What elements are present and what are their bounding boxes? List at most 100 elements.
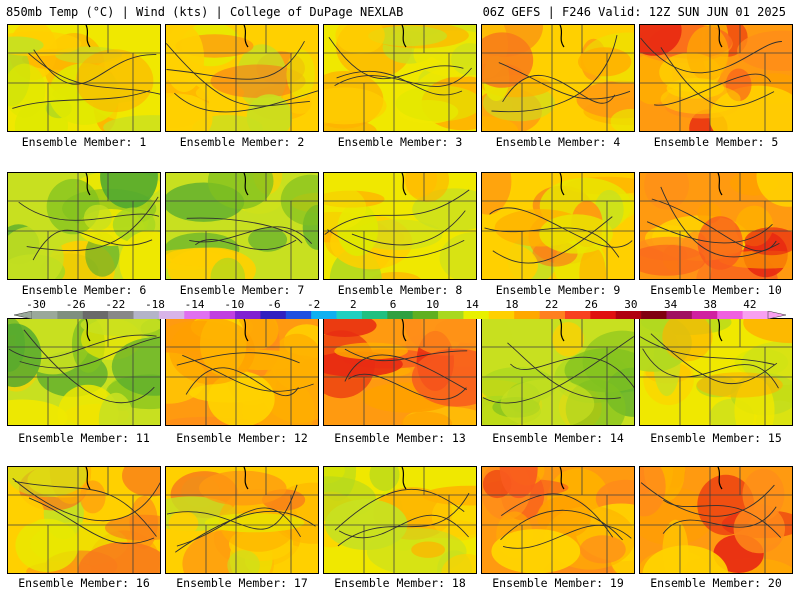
colorbar-tick-label: 26	[584, 298, 598, 311]
colorbar-tick-label: -22	[105, 298, 126, 311]
colorbar-tick-label: -10	[224, 298, 245, 311]
ensemble-panel	[165, 466, 319, 574]
temperature-field-map	[8, 25, 160, 131]
colorbar-tick-label: -18	[145, 298, 165, 311]
ensemble-member-label: Ensemble Member: 19	[492, 576, 624, 590]
colorbar-segment	[463, 311, 490, 319]
colorbar-tick-label: -26	[65, 298, 86, 311]
colorbar-tick-label: 22	[544, 298, 559, 311]
colorbar-segment	[717, 311, 743, 319]
temperature-field-map	[640, 173, 792, 279]
temperature-field-map	[482, 319, 634, 425]
temperature-field-map	[324, 467, 476, 573]
colorbar-segment	[336, 311, 363, 319]
ensemble-member-label: Ensemble Member: 7	[179, 283, 305, 297]
temperature-colorbar: -30 -26 -22 -18 -14 -10 -6 -2 2 6 10 14 18 22 26 30 34 38…	[14, 298, 786, 320]
colorbar-segment	[514, 311, 540, 319]
colorbar-tick-label: 42	[743, 298, 757, 311]
colorbar-tick-label: 2	[349, 298, 357, 311]
ensemble-member-label: Ensemble Member: 15	[650, 431, 782, 445]
ensemble-member-label: Ensemble Member: 18	[334, 576, 466, 590]
temperature-field-map	[166, 467, 318, 573]
ensemble-member-label: Ensemble Member: 6	[21, 283, 147, 297]
colorbar-segment	[361, 311, 388, 319]
temperature-field-map	[324, 173, 476, 279]
temperature-field-map	[482, 25, 634, 131]
colorbar-segment	[387, 311, 413, 319]
ensemble-panel	[639, 318, 793, 426]
temperature-field-map	[482, 467, 634, 573]
ensemble-member-label: Ensemble Member: 13	[334, 431, 466, 445]
colorbar-tick-label: 14	[465, 298, 479, 311]
colorbar-segment	[184, 311, 210, 319]
colorbar-tick-label: 30	[624, 298, 638, 311]
colorbar-segment	[691, 311, 718, 319]
colorbar-segment	[438, 311, 464, 319]
ensemble-panel	[323, 24, 477, 132]
ensemble-member-label: Ensemble Member: 4	[495, 135, 621, 149]
colorbar-segment	[133, 311, 160, 319]
ensemble-panel	[7, 318, 161, 426]
colorbar-segment	[57, 311, 84, 319]
ensemble-member-label: Ensemble Member: 11	[18, 431, 150, 445]
temperature-field-map	[640, 25, 792, 131]
colorbar-segment	[412, 311, 439, 319]
colorbar-segment	[82, 311, 109, 319]
ensemble-panel	[7, 24, 161, 132]
temperature-field-map	[8, 173, 160, 279]
ensemble-member-label: Ensemble Member: 9	[495, 283, 621, 297]
colorbar-min-arrow	[14, 311, 33, 319]
colorbar-max-arrow	[767, 311, 786, 319]
ensemble-panel	[639, 172, 793, 280]
temperature-field-map	[640, 467, 792, 573]
colorbar-segment	[108, 311, 134, 319]
colorbar-segment	[742, 311, 769, 319]
temperature-field-map	[166, 319, 318, 425]
ensemble-panel	[481, 24, 635, 132]
ensemble-member-label: Ensemble Member: 16	[18, 576, 150, 590]
colorbar-tick-label: -6	[267, 298, 281, 311]
temperature-field-map	[324, 25, 476, 131]
ensemble-panel	[323, 172, 477, 280]
ensemble-panel	[323, 318, 477, 426]
colorbar-tick-label: -30	[26, 298, 46, 311]
ensemble-member-label: Ensemble Member: 3	[337, 135, 463, 149]
temperature-field-map	[8, 467, 160, 573]
colorbar-segment	[260, 311, 287, 319]
temperature-field-map	[482, 173, 634, 279]
ensemble-panel	[639, 466, 793, 574]
colorbar-segment	[590, 311, 617, 319]
colorbar-segment	[564, 311, 591, 319]
colorbar-segment	[666, 311, 693, 319]
ensemble-panel	[481, 172, 635, 280]
temperature-field-map	[8, 319, 160, 425]
colorbar-tick-label: 38	[703, 298, 717, 311]
ensemble-panel	[481, 466, 635, 574]
ensemble-panel	[165, 24, 319, 132]
ensemble-member-label: Ensemble Member: 12	[176, 431, 308, 445]
colorbar-tick-label: 18	[505, 298, 519, 311]
ensemble-member-label: Ensemble Member: 8	[337, 283, 463, 297]
ensemble-panel	[165, 318, 319, 426]
colorbar-segment	[285, 311, 312, 319]
colorbar-segment	[158, 311, 185, 319]
ensemble-panel	[165, 172, 319, 280]
map-title: 850mb Temp (°C) | Wind (kts) | College o…	[6, 5, 404, 19]
colorbar-segment	[235, 311, 261, 319]
colorbar-strip	[14, 311, 786, 319]
ensemble-member-label: Ensemble Member: 17	[176, 576, 308, 590]
temperature-field-map	[166, 25, 318, 131]
ensemble-panel	[7, 172, 161, 280]
colorbar-segment	[311, 311, 337, 319]
colorbar-tick-label: -2	[306, 298, 321, 311]
colorbar-tick-label: 10	[425, 298, 440, 311]
ensemble-member-label: Ensemble Member: 1	[21, 135, 147, 149]
colorbar-segment	[209, 311, 236, 319]
colorbar-segment	[539, 311, 566, 319]
ensemble-member-label: Ensemble Member: 20	[650, 576, 782, 590]
colorbar-segment	[615, 311, 642, 319]
temperature-field-map	[640, 319, 792, 425]
temperature-field-map	[324, 319, 476, 425]
model-run-info: 06Z GEFS | F246 Valid: 12Z SUN JUN 01 20…	[482, 5, 786, 19]
colorbar-segment	[641, 311, 667, 319]
